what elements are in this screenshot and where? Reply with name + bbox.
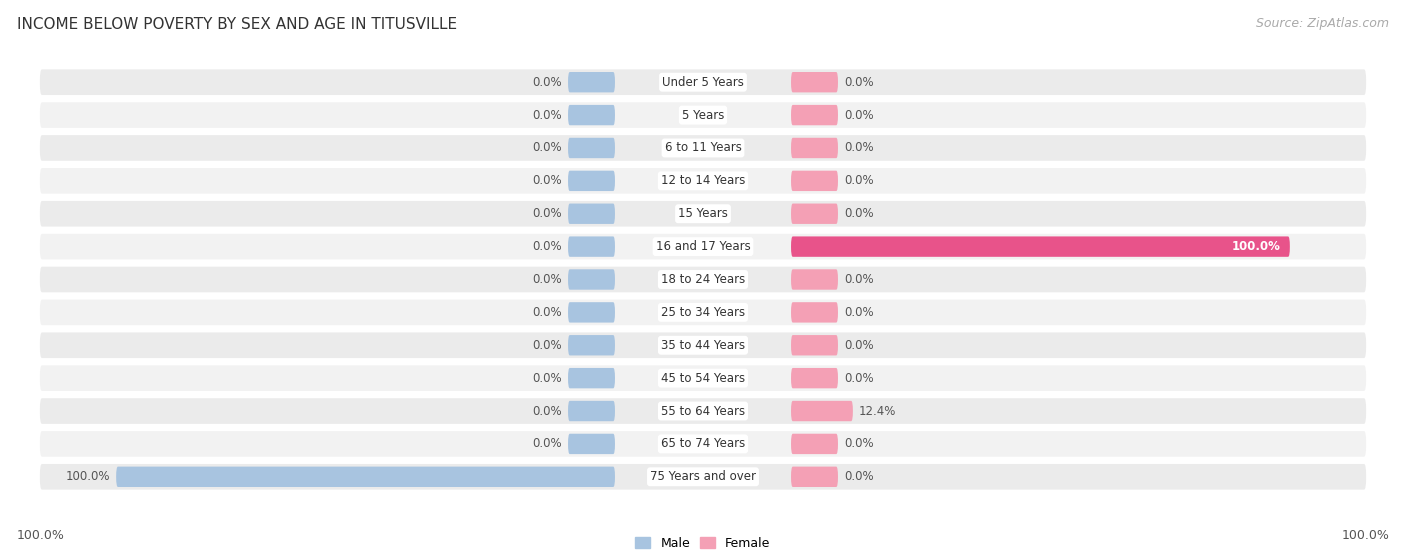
FancyBboxPatch shape [39, 431, 1367, 457]
FancyBboxPatch shape [792, 335, 838, 356]
FancyBboxPatch shape [792, 302, 838, 323]
FancyBboxPatch shape [792, 72, 838, 92]
Text: 100.0%: 100.0% [1341, 529, 1389, 542]
FancyBboxPatch shape [792, 434, 838, 454]
Text: 0.0%: 0.0% [844, 141, 873, 154]
Text: 0.0%: 0.0% [844, 273, 873, 286]
FancyBboxPatch shape [39, 366, 1367, 391]
Text: 16 and 17 Years: 16 and 17 Years [655, 240, 751, 253]
Text: 0.0%: 0.0% [844, 339, 873, 352]
Text: 18 to 24 Years: 18 to 24 Years [661, 273, 745, 286]
FancyBboxPatch shape [568, 72, 614, 92]
Text: 45 to 54 Years: 45 to 54 Years [661, 372, 745, 385]
Text: 12.4%: 12.4% [859, 405, 896, 418]
Text: INCOME BELOW POVERTY BY SEX AND AGE IN TITUSVILLE: INCOME BELOW POVERTY BY SEX AND AGE IN T… [17, 17, 457, 32]
Text: 100.0%: 100.0% [1232, 240, 1281, 253]
FancyBboxPatch shape [39, 398, 1367, 424]
FancyBboxPatch shape [568, 269, 614, 290]
Text: 15 Years: 15 Years [678, 207, 728, 220]
Text: 6 to 11 Years: 6 to 11 Years [665, 141, 741, 154]
Text: 0.0%: 0.0% [533, 306, 562, 319]
Text: Source: ZipAtlas.com: Source: ZipAtlas.com [1256, 17, 1389, 30]
Text: 35 to 44 Years: 35 to 44 Years [661, 339, 745, 352]
FancyBboxPatch shape [792, 467, 838, 487]
Text: 0.0%: 0.0% [533, 141, 562, 154]
Text: 0.0%: 0.0% [844, 437, 873, 451]
Legend: Male, Female: Male, Female [630, 532, 776, 555]
FancyBboxPatch shape [568, 138, 614, 158]
Text: 65 to 74 Years: 65 to 74 Years [661, 437, 745, 451]
FancyBboxPatch shape [568, 203, 614, 224]
Text: 0.0%: 0.0% [533, 75, 562, 89]
FancyBboxPatch shape [792, 269, 838, 290]
Text: 0.0%: 0.0% [844, 470, 873, 484]
FancyBboxPatch shape [117, 467, 614, 487]
Text: 0.0%: 0.0% [844, 75, 873, 89]
FancyBboxPatch shape [792, 203, 838, 224]
Text: 12 to 14 Years: 12 to 14 Years [661, 174, 745, 187]
FancyBboxPatch shape [792, 170, 838, 191]
FancyBboxPatch shape [568, 236, 614, 257]
Text: 25 to 34 Years: 25 to 34 Years [661, 306, 745, 319]
Text: 5 Years: 5 Years [682, 108, 724, 122]
FancyBboxPatch shape [39, 333, 1367, 358]
Text: 0.0%: 0.0% [533, 108, 562, 122]
Text: Under 5 Years: Under 5 Years [662, 75, 744, 89]
FancyBboxPatch shape [39, 234, 1367, 259]
FancyBboxPatch shape [39, 168, 1367, 193]
FancyBboxPatch shape [792, 138, 838, 158]
FancyBboxPatch shape [792, 236, 1289, 257]
FancyBboxPatch shape [39, 201, 1367, 226]
Text: 100.0%: 100.0% [66, 470, 110, 484]
FancyBboxPatch shape [568, 302, 614, 323]
FancyBboxPatch shape [792, 105, 838, 125]
FancyBboxPatch shape [39, 102, 1367, 128]
FancyBboxPatch shape [568, 434, 614, 454]
FancyBboxPatch shape [568, 335, 614, 356]
FancyBboxPatch shape [568, 401, 614, 421]
Text: 0.0%: 0.0% [533, 372, 562, 385]
Text: 0.0%: 0.0% [844, 207, 873, 220]
Text: 0.0%: 0.0% [533, 273, 562, 286]
FancyBboxPatch shape [568, 368, 614, 389]
Text: 0.0%: 0.0% [533, 339, 562, 352]
FancyBboxPatch shape [39, 300, 1367, 325]
Text: 0.0%: 0.0% [533, 437, 562, 451]
Text: 55 to 64 Years: 55 to 64 Years [661, 405, 745, 418]
FancyBboxPatch shape [39, 464, 1367, 490]
Text: 0.0%: 0.0% [844, 306, 873, 319]
Text: 0.0%: 0.0% [844, 108, 873, 122]
Text: 0.0%: 0.0% [533, 405, 562, 418]
Text: 0.0%: 0.0% [844, 372, 873, 385]
Text: 100.0%: 100.0% [17, 529, 65, 542]
Text: 0.0%: 0.0% [533, 240, 562, 253]
Text: 0.0%: 0.0% [844, 174, 873, 187]
Text: 0.0%: 0.0% [533, 174, 562, 187]
FancyBboxPatch shape [792, 368, 838, 389]
FancyBboxPatch shape [39, 267, 1367, 292]
FancyBboxPatch shape [568, 170, 614, 191]
FancyBboxPatch shape [39, 135, 1367, 161]
Text: 0.0%: 0.0% [533, 207, 562, 220]
FancyBboxPatch shape [568, 105, 614, 125]
Text: 75 Years and over: 75 Years and over [650, 470, 756, 484]
FancyBboxPatch shape [39, 69, 1367, 95]
FancyBboxPatch shape [792, 401, 853, 421]
